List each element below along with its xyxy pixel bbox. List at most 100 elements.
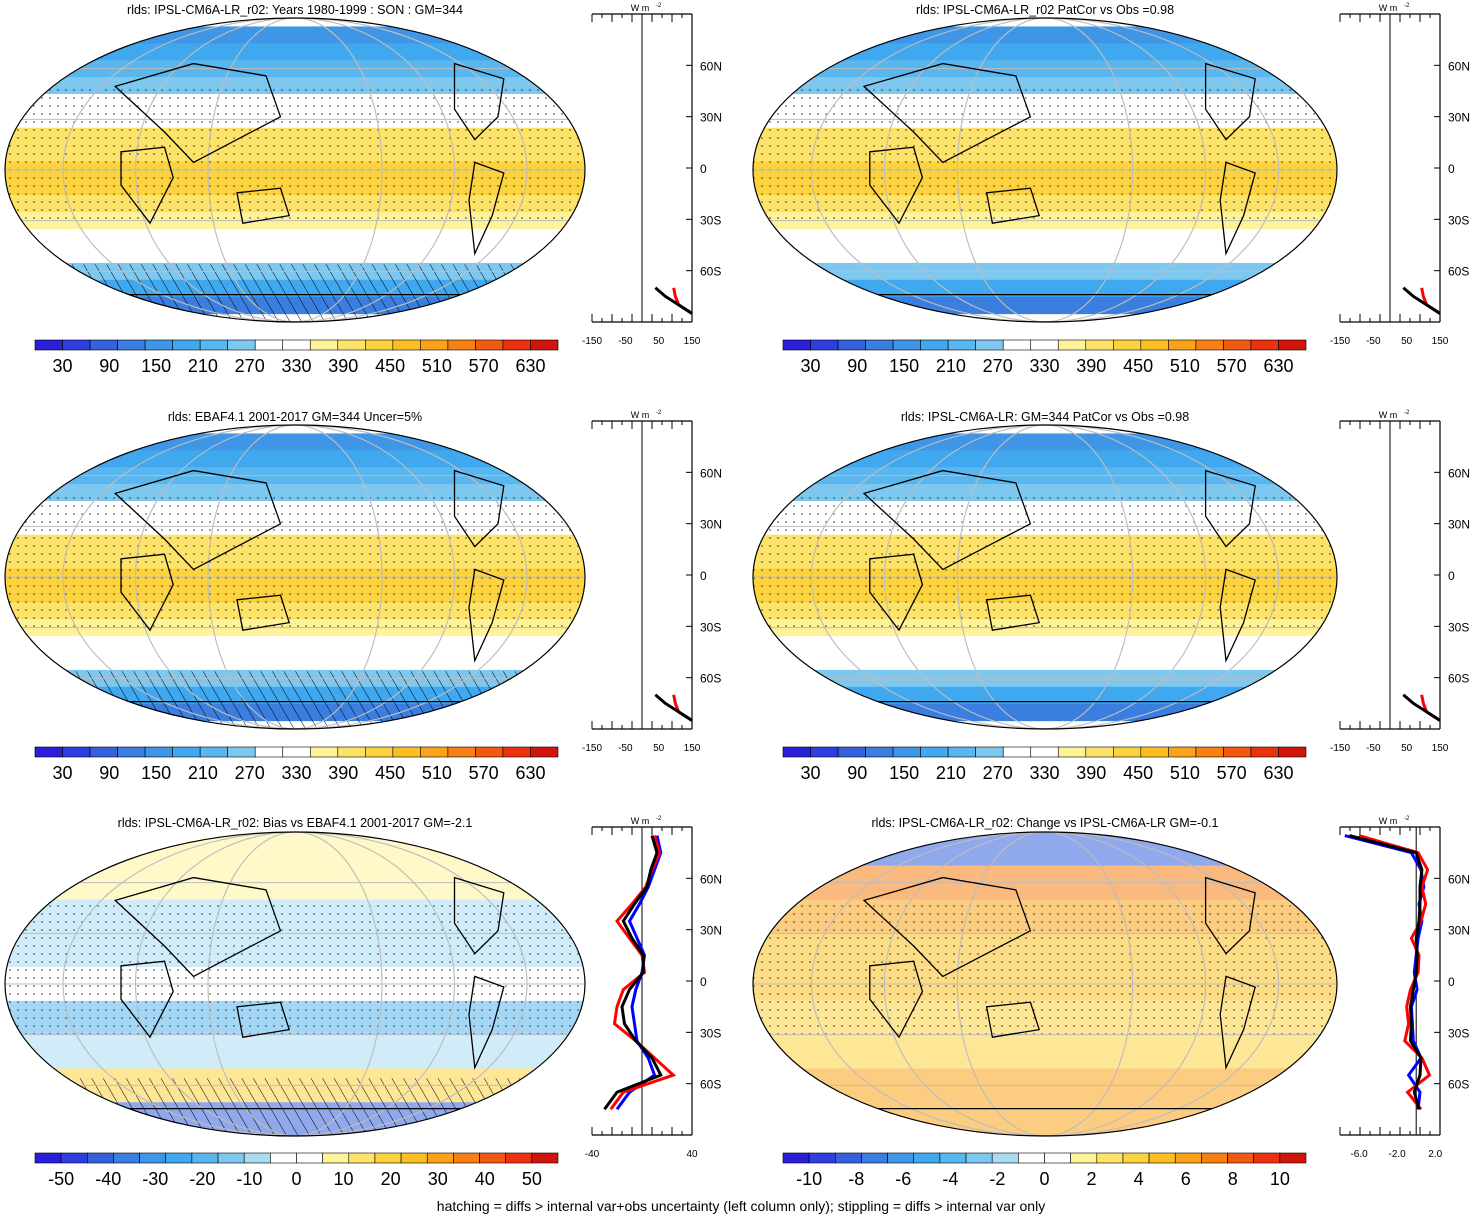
- colorbar-box: [296, 1152, 323, 1164]
- colorbar-label: 40: [475, 1169, 495, 1189]
- profile-lat-label: 60S: [1448, 1078, 1469, 1092]
- profile-x-label: -50: [618, 743, 633, 754]
- coastline: [869, 960, 924, 1039]
- profile-unit-exponent: -2: [1404, 410, 1410, 416]
- colorbar-label: 30: [801, 356, 821, 376]
- coastline: [1219, 975, 1256, 1070]
- graticule-lon: [62, 18, 528, 322]
- profile-line: [672, 287, 693, 315]
- zonal-band: [753, 279, 1337, 298]
- colorbar-box: [965, 1152, 993, 1164]
- profile-lat-label: 60N: [1448, 872, 1470, 886]
- profile-lat-label: 30N: [700, 518, 722, 532]
- colorbar-box: [1195, 746, 1224, 758]
- coastline: [869, 146, 924, 225]
- colorbar-label: -8: [848, 1169, 864, 1189]
- profile-line: [1420, 694, 1441, 722]
- colorbar-box: [1140, 746, 1169, 758]
- zonal-band: [5, 450, 585, 468]
- colorbar-box: [453, 1152, 480, 1164]
- colorbar-label: 570: [469, 356, 499, 376]
- map-panel-p2: rlds: IPSL-CM6A-LR_r02 PatCor vs Obs =0.…: [752, 3, 1338, 323]
- profile-lat-label: 60N: [1448, 59, 1470, 73]
- profile-line: [615, 835, 663, 1111]
- colorbar-box: [144, 339, 173, 351]
- profile-x-label: -150: [1330, 336, 1350, 347]
- colorbar-box: [1030, 746, 1059, 758]
- coastline: [453, 469, 505, 548]
- colorbar-box: [1201, 1152, 1228, 1164]
- colorbar-label: 570: [1217, 356, 1247, 376]
- zonal-band: [5, 433, 585, 451]
- colorbar-label: 210: [936, 356, 966, 376]
- profile-lat-label: 60S: [1448, 265, 1469, 279]
- colorbar-label: 210: [188, 356, 218, 376]
- zonal-band: [5, 1034, 585, 1069]
- colorbar-box: [892, 746, 921, 758]
- profile-x-label: 150: [1432, 336, 1449, 347]
- colorbar-label: 270: [983, 356, 1013, 376]
- colorbar-box: [1096, 1152, 1124, 1164]
- profile-x-label: -50: [618, 336, 633, 347]
- profile-unit-exponent: -2: [656, 816, 662, 822]
- colorbar-box: [1002, 339, 1032, 351]
- colorbar-box: [392, 339, 421, 351]
- colorbar-box: [243, 1152, 271, 1164]
- graticule-lon: [135, 18, 455, 322]
- colorbar-box: [199, 746, 228, 758]
- colorbar-box: [227, 339, 256, 351]
- colorbar-box: [1195, 339, 1224, 351]
- profile-x-label: 40: [686, 1149, 698, 1160]
- coastline: [236, 594, 291, 631]
- profile-x-label: -150: [582, 743, 602, 754]
- zonal-band: [753, 1102, 1337, 1136]
- colorbar-box: [374, 1152, 402, 1164]
- map-outline: [752, 17, 1338, 323]
- colorbar-p5: -50 -40 -30 -20 -10 0 10 20 30 40 50: [34, 1152, 559, 1189]
- coastline: [468, 161, 505, 257]
- profile-lat-label: 60S: [1448, 672, 1469, 686]
- colorbar-label: 450: [1123, 356, 1153, 376]
- zonal-profile-z3: W m -2 60N 30N 0 30S 60S -150 -50 50 150: [582, 410, 722, 754]
- colorbar-box: [447, 746, 476, 758]
- zonal-band: [753, 653, 1337, 671]
- profile-x-label: -2.0: [1389, 1149, 1407, 1160]
- graticule-lon: [62, 832, 528, 1136]
- zonal-band: [753, 43, 1337, 61]
- profile-lat-label: 0: [700, 975, 707, 989]
- graticule-lon: [135, 425, 455, 729]
- colorbar-label: -2: [989, 1169, 1005, 1189]
- graticule-lon: [810, 425, 1280, 729]
- colorbar-box: [530, 339, 559, 351]
- panel-title: rlds: IPSL-CM6A-LR_r02 PatCor vs Obs =0.…: [916, 3, 1174, 17]
- coastline: [113, 469, 282, 571]
- coastline: [120, 960, 174, 1039]
- graticule-lon: [956, 425, 1134, 729]
- profile-x-label: -50: [1366, 336, 1381, 347]
- graticule-lon: [135, 832, 455, 1136]
- colorbar-box: [1250, 746, 1279, 758]
- colorbar-box: [420, 746, 449, 758]
- colorbar-label: 630: [515, 763, 545, 783]
- profile-x-label: -40: [585, 1149, 600, 1160]
- zonal-band: [5, 43, 585, 61]
- colorbar-box: [475, 339, 504, 351]
- colorbar-box: [1044, 1152, 1071, 1164]
- colorbar-label: 450: [1123, 763, 1153, 783]
- colorbar-box: [887, 1152, 915, 1164]
- colorbar-label: -20: [189, 1169, 215, 1189]
- stippling: [753, 86, 1337, 224]
- colorbar-label: 510: [1170, 763, 1200, 783]
- coastline: [1204, 876, 1256, 955]
- colorbar-label: 390: [328, 763, 358, 783]
- map-outline: [4, 831, 586, 1137]
- map-panel-p6: rlds: IPSL-CM6A-LR_r02: Change vs IPSL-C…: [752, 816, 1338, 1137]
- colorbar-label: 330: [1029, 763, 1059, 783]
- colorbar-box: [892, 339, 921, 351]
- colorbar-box: [1057, 339, 1087, 351]
- profile-unit-exponent: -2: [1404, 816, 1410, 822]
- colorbar-label: -4: [942, 1169, 958, 1189]
- profile-lat-label: 0: [1448, 569, 1455, 583]
- zonal-band: [753, 26, 1337, 44]
- coastline: [453, 876, 505, 955]
